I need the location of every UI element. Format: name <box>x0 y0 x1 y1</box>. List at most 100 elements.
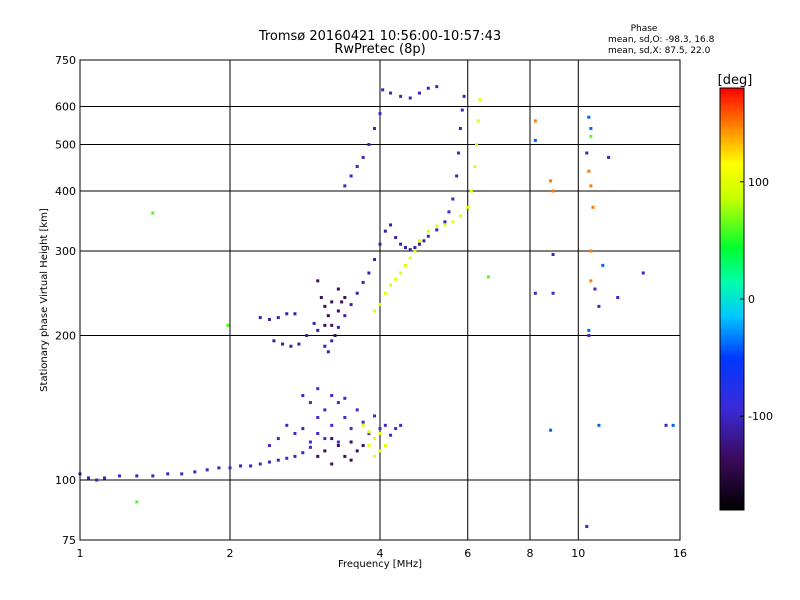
y-tick-label: 500 <box>55 139 76 152</box>
data-point <box>355 408 359 412</box>
x-axis-label: Frequency [MHz] <box>338 559 422 570</box>
data-point <box>319 296 323 300</box>
colorbar-label: [deg] <box>718 73 753 88</box>
data-point <box>151 474 155 478</box>
data-point <box>589 279 593 283</box>
data-point <box>355 164 359 168</box>
colorbar-ticks: 100 0 -100 <box>740 176 773 423</box>
data-point <box>343 415 347 419</box>
data-point <box>361 423 365 427</box>
data-point <box>399 423 403 427</box>
data-point <box>361 280 365 284</box>
data-point <box>330 339 334 343</box>
data-point <box>587 334 591 338</box>
data-point <box>378 242 382 246</box>
phase-mean-o: mean, sd,O: -98.3, 16.8 <box>608 35 715 45</box>
data-point <box>330 437 334 441</box>
data-point <box>336 401 340 405</box>
data-point <box>378 112 382 116</box>
data-point <box>166 472 170 476</box>
data-point <box>486 275 490 279</box>
data-point <box>389 91 393 95</box>
data-point <box>435 85 439 89</box>
chart-subtitle: RwPretec (8p) <box>334 42 425 57</box>
data-point <box>267 317 271 321</box>
data-point <box>330 394 334 398</box>
data-point <box>336 309 340 313</box>
data-point <box>316 387 320 391</box>
data-point <box>455 174 459 178</box>
data-point <box>408 96 412 100</box>
data-point <box>316 328 320 332</box>
data-point <box>587 169 591 173</box>
data-point <box>378 303 382 307</box>
data-point <box>285 456 289 460</box>
data-point <box>589 134 593 138</box>
data-point <box>458 214 462 218</box>
data-point <box>533 291 537 295</box>
data-points <box>78 85 675 529</box>
data-point <box>443 220 447 224</box>
data-point <box>473 164 477 168</box>
data-point <box>249 464 253 468</box>
data-point <box>336 444 340 448</box>
data-point <box>383 229 387 233</box>
data-point <box>373 126 377 130</box>
colorbar-tick-label: 0 <box>748 293 755 306</box>
data-point <box>330 423 334 427</box>
data-point <box>336 440 340 444</box>
data-point <box>435 228 439 232</box>
y-axis-label: Stationary phase Virtual Height [km] <box>39 208 50 392</box>
data-point <box>228 466 232 470</box>
data-point <box>394 277 398 281</box>
data-point <box>664 423 668 427</box>
data-point <box>378 449 382 453</box>
data-point <box>323 437 327 441</box>
x-tick-label: 10 <box>571 547 585 560</box>
data-point <box>408 248 412 252</box>
data-point <box>389 223 393 227</box>
data-point <box>426 229 430 233</box>
data-point <box>239 464 243 468</box>
data-point <box>333 334 337 338</box>
data-point <box>435 224 439 228</box>
data-point <box>267 460 271 464</box>
data-point <box>301 427 305 431</box>
data-point <box>340 300 344 304</box>
data-point <box>267 444 271 448</box>
data-point <box>671 423 675 427</box>
data-point <box>367 432 371 436</box>
data-point <box>593 287 597 291</box>
y-tick-label: 75 <box>62 534 76 547</box>
data-point <box>367 143 371 147</box>
phase-mean-x: mean, sd,X: 87.5, 22.0 <box>608 46 711 56</box>
data-point <box>343 184 347 188</box>
data-point <box>367 444 371 448</box>
phase-heading: Phase <box>631 24 658 34</box>
data-point <box>378 432 382 436</box>
data-point <box>323 344 327 348</box>
data-point <box>589 249 593 253</box>
data-point <box>389 433 393 437</box>
x-tick-label: 2 <box>227 547 234 560</box>
data-point <box>316 454 320 458</box>
data-point <box>549 428 553 432</box>
data-point <box>117 474 121 478</box>
data-point <box>394 427 398 431</box>
data-point <box>308 440 312 444</box>
data-point <box>466 205 470 209</box>
data-point <box>326 314 330 318</box>
data-point <box>589 184 593 188</box>
data-point <box>417 242 421 246</box>
data-point <box>323 323 327 327</box>
data-point <box>451 220 455 224</box>
data-point <box>460 108 464 112</box>
data-point <box>343 314 347 318</box>
data-point <box>330 462 334 466</box>
data-point <box>301 451 305 455</box>
data-point <box>587 115 591 119</box>
data-point <box>276 458 280 462</box>
data-point <box>399 242 403 246</box>
data-point <box>297 342 301 346</box>
